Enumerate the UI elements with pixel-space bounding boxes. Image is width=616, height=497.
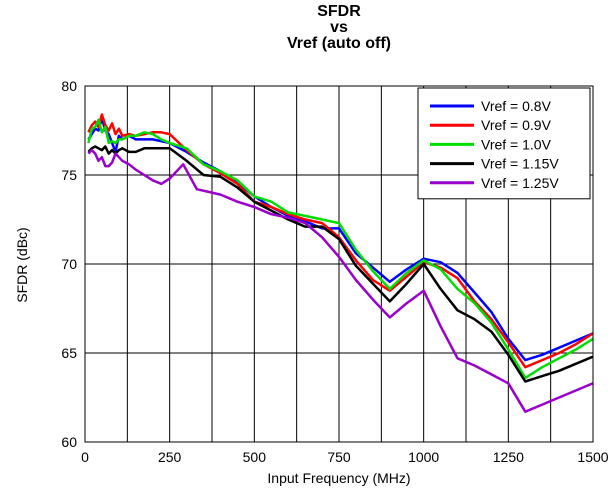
y-tick-label: 60 xyxy=(61,434,77,450)
x-axis-label: Input Frequency (MHz) xyxy=(267,470,410,486)
x-tick-label: 500 xyxy=(243,449,267,465)
x-tick-label: 1250 xyxy=(493,449,524,465)
y-tick-label: 70 xyxy=(61,256,77,272)
legend-label: Vref = 1.25V xyxy=(481,175,559,191)
legend-label: Vref = 1.0V xyxy=(481,136,552,152)
x-tick-label: 750 xyxy=(327,449,351,465)
legend-label: Vref = 0.9V xyxy=(481,117,552,133)
x-tick-label: 1000 xyxy=(408,449,439,465)
legend-label: Vref = 0.8V xyxy=(481,98,552,114)
x-tick-label: 0 xyxy=(81,449,89,465)
y-tick-label: 75 xyxy=(61,167,77,183)
y-tick-label: 80 xyxy=(61,78,77,94)
y-tick-label: 65 xyxy=(61,345,77,361)
x-tick-label: 1500 xyxy=(577,449,608,465)
legend-label: Vref = 1.15V xyxy=(481,156,559,172)
y-axis-label: SFDR (dBc) xyxy=(14,227,30,302)
legend: Vref = 0.8V Vref = 0.9V Vref = 1.0V Vref = … xyxy=(418,88,590,199)
x-tick-label: 250 xyxy=(158,449,182,465)
